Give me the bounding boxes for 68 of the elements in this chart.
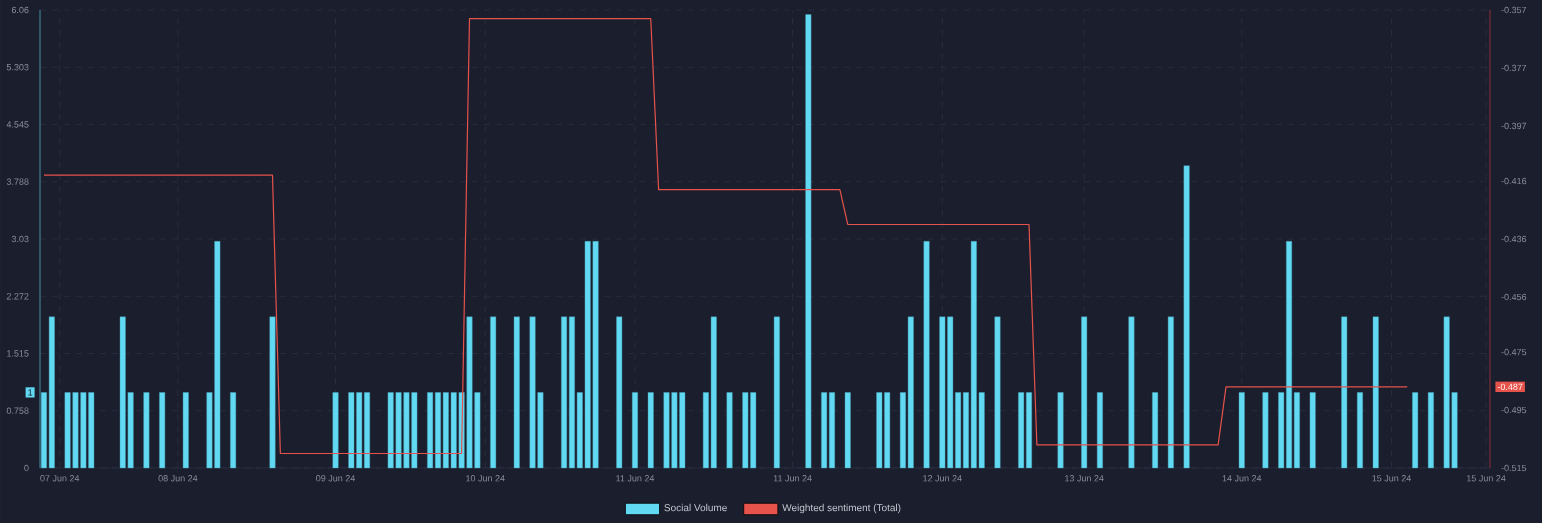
bar xyxy=(143,392,150,469)
x-tick-label: 07 Jun 24 xyxy=(40,475,80,482)
y-tick-label: 4.545 xyxy=(6,121,29,128)
y-tick-label: 3.788 xyxy=(6,178,29,185)
bar xyxy=(182,392,189,469)
bar xyxy=(1238,392,1245,469)
bar xyxy=(159,392,166,469)
x-tick-label: 13 Jun 24 xyxy=(1065,475,1104,482)
bar xyxy=(616,316,623,469)
bar xyxy=(427,392,434,469)
legend-label: Social Volume xyxy=(664,503,727,512)
y-tick-label: 2.272 xyxy=(6,293,29,300)
x-tick-label: 15 Jun 24 xyxy=(1466,475,1506,482)
x-tick-label: 11 Jun 24 xyxy=(616,475,655,482)
bar xyxy=(230,392,237,469)
bar xyxy=(1167,316,1174,469)
bar xyxy=(332,392,339,469)
bar xyxy=(647,392,654,469)
bar xyxy=(1341,316,1348,469)
bar xyxy=(805,14,812,469)
x-tick-label: 15 Jun 24 xyxy=(1372,475,1411,482)
bar xyxy=(561,316,568,469)
bar xyxy=(269,316,276,469)
y-tick-label: 6.06 xyxy=(11,6,29,14)
bar xyxy=(1372,316,1379,469)
bar xyxy=(773,316,780,469)
bar xyxy=(844,392,851,469)
y2-tick-label: -0.495 xyxy=(1501,406,1527,414)
y2-tick-label: -0.515 xyxy=(1501,464,1527,472)
y2-tick-label: -0.436 xyxy=(1501,235,1527,243)
y2-tick-label: -0.456 xyxy=(1501,293,1527,301)
text: 1 xyxy=(28,389,33,396)
x-tick-label: 11 Jun 24 xyxy=(773,475,812,482)
bar xyxy=(726,392,733,469)
bar xyxy=(1096,392,1103,469)
bar xyxy=(490,316,497,469)
bar xyxy=(632,392,638,469)
bar xyxy=(513,316,520,469)
bar xyxy=(1262,392,1269,469)
bar xyxy=(1057,392,1064,469)
y2-tick-label: -0.475 xyxy=(1501,348,1527,356)
bar xyxy=(1081,316,1088,469)
y-tick-label: 3.03 xyxy=(11,235,29,243)
y-tick-label: 5.303 xyxy=(6,64,29,71)
y-tick-label: 0.758 xyxy=(6,407,29,414)
y2-tick-label: -0.416 xyxy=(1501,177,1527,185)
x-tick-label: 09 Jun 24 xyxy=(316,475,356,482)
bar xyxy=(1183,165,1190,469)
x-tick-label: 10 Jun 24 xyxy=(466,475,505,482)
x-tick-label: 14 Jun 24 xyxy=(1222,475,1262,482)
y2-tick-label: -0.377 xyxy=(1501,64,1527,72)
bar xyxy=(994,316,1001,469)
text: -0.487 xyxy=(1497,383,1523,391)
bar xyxy=(1427,392,1434,469)
legend-label: Weighted sentiment (Total) xyxy=(782,503,901,514)
x-tick-label: 08 Jun 24 xyxy=(158,475,198,482)
bar xyxy=(1412,392,1419,469)
bar xyxy=(1357,392,1363,469)
bar xyxy=(923,241,930,469)
y2-tick-label: -0.357 xyxy=(1501,6,1527,14)
bar xyxy=(1309,392,1316,469)
bar xyxy=(1152,392,1159,469)
x-tick-label: 12 Jun 24 xyxy=(923,475,962,482)
y-tick-label: 0 xyxy=(24,464,29,472)
y-tick-label: 1.515 xyxy=(7,350,29,357)
bar xyxy=(1128,316,1135,469)
bar xyxy=(1293,392,1300,469)
y2-tick-label: -0.397 xyxy=(1501,122,1527,130)
